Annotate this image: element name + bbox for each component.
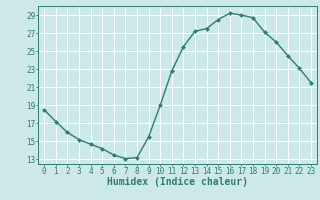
X-axis label: Humidex (Indice chaleur): Humidex (Indice chaleur)	[107, 177, 248, 187]
